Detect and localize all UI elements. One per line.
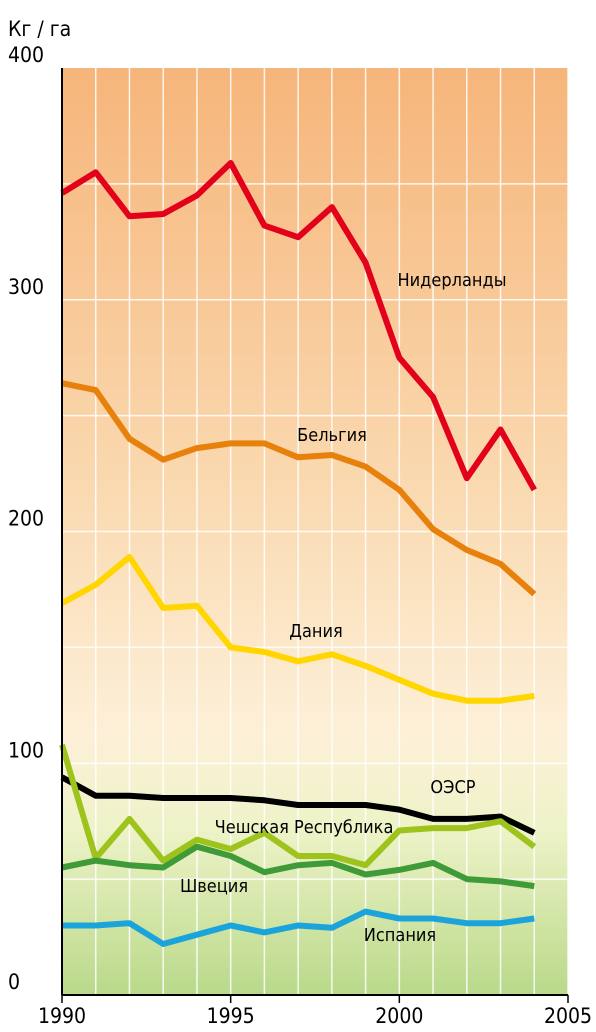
series-line [60, 554, 535, 704]
series-label: Нидерланды [397, 270, 506, 291]
series-label: Чешская Республика [215, 817, 394, 838]
x-tick-label: 1995 [207, 1004, 255, 1028]
series-line [61, 380, 537, 597]
series-line [60, 774, 536, 836]
series-line [59, 743, 537, 869]
y-tick-label: 100 [8, 738, 44, 762]
series-line [60, 160, 537, 492]
x-tick-label: 2005 [544, 1004, 592, 1028]
series-line [61, 843, 535, 890]
y-tick-label: 0 [8, 970, 20, 994]
y-axis-label: Кг / га [8, 17, 71, 41]
series-label: Испания [364, 925, 436, 946]
series-label: Бельгия [297, 425, 367, 446]
series-line [62, 908, 535, 947]
y-tick-label: 400 [8, 43, 44, 67]
series-label: ОЭСР [430, 777, 475, 798]
y-tick-label: 200 [8, 507, 44, 531]
x-tick-label: 2000 [375, 1004, 423, 1028]
series-label: Швеция [180, 876, 248, 897]
series-label: Дания [289, 621, 342, 642]
y-tick-label: 300 [8, 275, 44, 299]
x-tick-label: 1990 [38, 1004, 86, 1028]
